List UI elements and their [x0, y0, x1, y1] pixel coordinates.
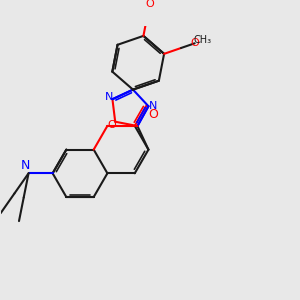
Text: O: O: [145, 0, 154, 9]
Text: N: N: [148, 101, 157, 111]
Text: O: O: [148, 108, 158, 121]
Text: N: N: [104, 92, 113, 102]
Text: CH₃: CH₃: [142, 0, 160, 1]
Text: CH₃: CH₃: [193, 35, 211, 45]
Text: N: N: [21, 159, 30, 172]
Text: O: O: [108, 120, 116, 130]
Text: O: O: [191, 38, 200, 48]
